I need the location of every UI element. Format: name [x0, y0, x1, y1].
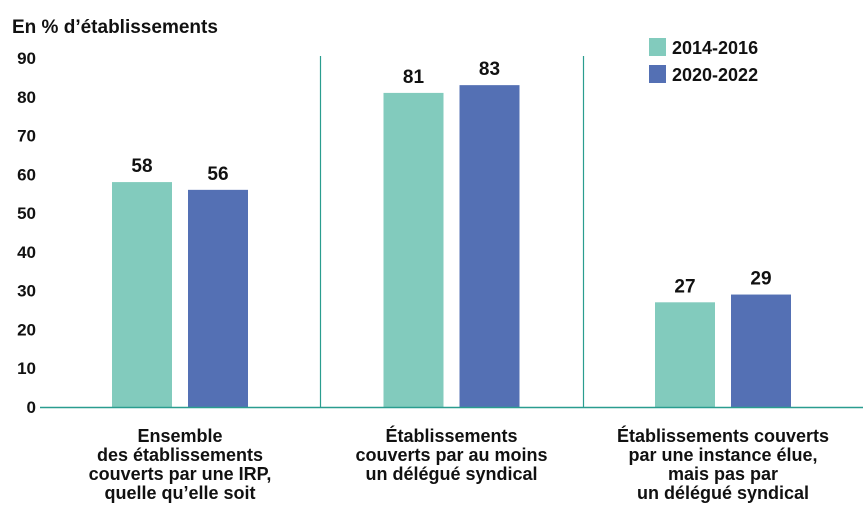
y-tick-label-80: 80	[17, 88, 36, 107]
category-label-line: un délégué syndical	[636, 483, 810, 503]
bar-2020-2022-cat1	[459, 85, 520, 408]
category-label-line: couverts par au moins	[355, 445, 548, 465]
bar-2014-2016-cat2	[655, 302, 715, 407]
legend: 2014-2016 2020-2022	[649, 38, 758, 85]
value-label-2020-2022-cat1: 83	[479, 59, 500, 80]
legend-label-2014-2016: 2014-2016	[672, 38, 758, 58]
legend-swatch-2014-2016	[649, 38, 666, 56]
value-labels-group: 58 56 81 83 27 29	[131, 59, 771, 297]
y-tick-label-20: 20	[17, 320, 36, 339]
bar-2014-2016-cat1	[383, 92, 444, 408]
category-label-line: Ensemble	[137, 426, 223, 446]
bars-group	[112, 85, 791, 408]
y-tick-label-70: 70	[17, 127, 36, 146]
y-tick-label-40: 40	[17, 243, 36, 262]
category-label-line: quelle qu’elle soit	[104, 483, 256, 503]
legend-label-2020-2022: 2020-2022	[672, 65, 758, 85]
category-label-line: des établissements	[96, 445, 264, 465]
category-label-line: Établissements	[385, 426, 518, 446]
category-label-line: mais pas par	[667, 464, 779, 484]
category-label-line: couverts par une IRP,	[88, 464, 272, 484]
category-separators	[319, 56, 585, 407]
y-tick-label-90: 90	[17, 49, 36, 68]
bar-2020-2022-cat0	[188, 189, 248, 407]
y-axis-ticks: 0 10 20 30 40 50 60 70 80 90	[17, 49, 36, 417]
bar-2014-2016-cat0	[112, 182, 172, 407]
value-label-2014-2016-cat2: 27	[674, 276, 695, 297]
value-label-2020-2022-cat0: 56	[207, 164, 228, 185]
category-label-elected-body-no-delegate: Établissements couverts par une instance …	[583, 427, 863, 503]
y-tick-label-0: 0	[27, 398, 36, 417]
value-label-2014-2016-cat1: 81	[403, 67, 425, 88]
category-label-line: Établissements couverts	[616, 426, 830, 446]
value-label-2014-2016-cat0: 58	[131, 156, 152, 177]
value-label-2020-2022-cat2: 29	[750, 269, 771, 290]
y-tick-label-50: 50	[17, 204, 36, 223]
y-axis-title: En % d’établissements	[12, 17, 218, 38]
legend-swatch-2020-2022	[649, 65, 666, 83]
category-label-line: par une instance élue,	[628, 445, 818, 465]
y-tick-label-10: 10	[17, 359, 36, 378]
y-tick-label-60: 60	[17, 165, 36, 184]
category-label-union-delegate: Établissements couverts par au moins un dé…	[320, 427, 583, 484]
category-label-all-establishments: Ensemble des établissements couverts par u…	[40, 427, 320, 503]
category-label-line: un délégué syndical	[365, 464, 538, 484]
bar-2020-2022-cat2	[731, 294, 791, 407]
y-tick-label-30: 30	[17, 282, 36, 301]
